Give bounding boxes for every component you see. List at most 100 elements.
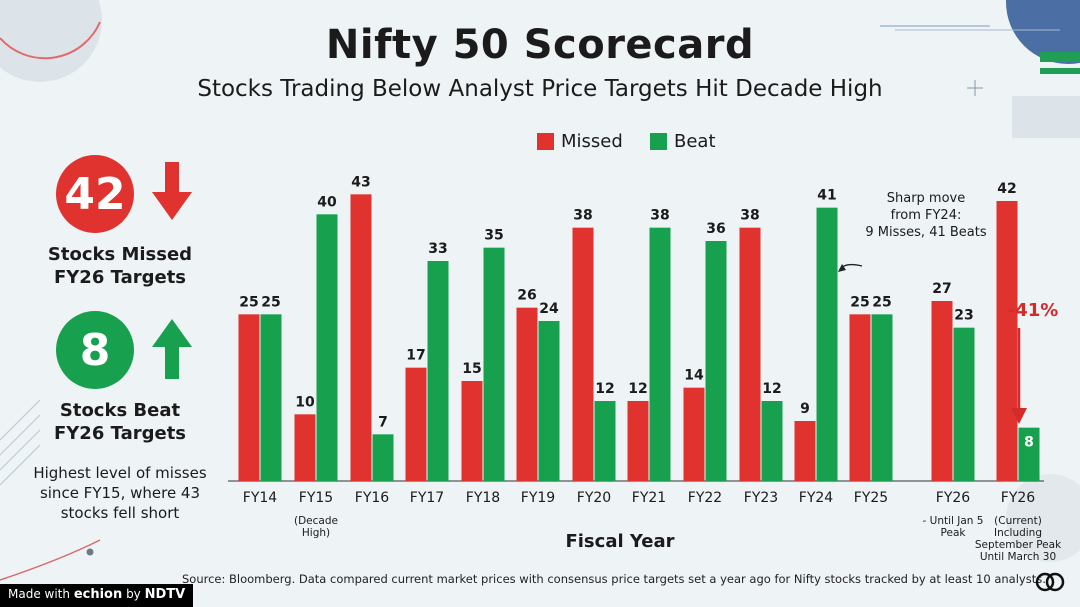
kpi-beat-label-1: Stocks Beat xyxy=(59,400,181,421)
deco-stripe-green-2 xyxy=(1040,68,1080,74)
kpi-beat-label-2: FY26 Targets xyxy=(53,423,187,444)
x-tick-label: FY15 xyxy=(299,490,333,506)
publisher-name: NDTV xyxy=(144,587,186,602)
bar-beat-fy20 xyxy=(594,401,616,481)
data-label-missed-fy23: 38 xyxy=(740,208,759,224)
data-label-missed-fy22: 14 xyxy=(684,368,704,384)
deco-circle-br xyxy=(1006,474,1080,562)
made-with-badge: Made with echion by NDTV xyxy=(0,584,194,607)
bar-missed-fy19 xyxy=(516,307,538,481)
bar-beat-fy18 xyxy=(483,247,505,481)
x-tick-label: FY22 xyxy=(688,490,722,506)
bar-missed-fy17 xyxy=(405,367,427,481)
x-tick-label: FY14 xyxy=(243,490,278,506)
bar-missed-fy26-until-jan-5-peak xyxy=(931,301,953,481)
data-label-beat-fy18: 35 xyxy=(484,228,503,244)
change-arrow-head xyxy=(1011,408,1027,424)
deco-stripe-green xyxy=(1040,52,1080,62)
bar-beat-fy17 xyxy=(427,261,449,481)
data-label-beat-fy22: 36 xyxy=(706,221,725,237)
deco-circle-blue xyxy=(1006,0,1080,64)
bar-beat-fy26-current-including-september-peak-until-march-30 xyxy=(1018,427,1040,481)
x-tick-label-sub: (Decade xyxy=(294,515,338,527)
legend-label-beat: Beat xyxy=(674,131,716,152)
bar-beat-fy24 xyxy=(816,207,838,481)
kpi-beat-label: Stocks Beat FY26 Targets xyxy=(20,399,220,445)
x-tick-label-sub: September Peak xyxy=(975,539,1062,551)
x-tick-label: FY23 xyxy=(744,490,778,506)
x-axis-title: Fiscal Year xyxy=(565,531,675,552)
x-tick-label: FY24 xyxy=(799,490,834,506)
data-label-missed-fy24: 9 xyxy=(800,401,810,417)
bar-missed-fy22 xyxy=(683,387,705,481)
bar-missed-fy18 xyxy=(461,381,483,481)
data-label-beat-fy21: 38 xyxy=(650,208,669,224)
data-label-missed-fy15-decade-high: 10 xyxy=(295,394,315,410)
x-tick-label: FY26 xyxy=(936,490,971,506)
annotation-text: Sharp move from FY24: 9 Misses, 41 Beats xyxy=(856,190,996,241)
page-subtitle: Stocks Trading Below Analyst Price Targe… xyxy=(197,76,883,102)
kpi-missed-circle: 42 xyxy=(56,155,134,233)
source-note: Source: Bloomberg. Data compared current… xyxy=(182,572,1046,586)
bar-beat-fy15-decade-high xyxy=(316,214,338,482)
data-label-missed-fy19: 26 xyxy=(517,288,536,304)
x-tick-label: FY19 xyxy=(521,490,555,506)
kpi-beat-circle: 8 xyxy=(56,311,134,389)
bar-missed-fy15-decade-high xyxy=(294,414,316,481)
brand-by: by xyxy=(126,587,141,601)
bar-missed-fy26-current-including-september-peak-until-march-30 xyxy=(996,201,1018,481)
legend-label-missed: Missed xyxy=(561,131,623,152)
kpi-beat-value: 8 xyxy=(79,324,111,376)
x-tick-label-sub: - Until Jan 5 xyxy=(923,515,984,527)
data-label-beat-fy23: 12 xyxy=(762,381,781,397)
x-tick-label: FY17 xyxy=(410,490,444,506)
bar-beat-fy21 xyxy=(649,227,671,481)
data-label-missed-fy26-until-jan-5-peak: 27 xyxy=(932,281,951,297)
deco-curve xyxy=(0,539,101,581)
arrow-down-icon xyxy=(152,162,192,220)
kpi-missed-value: 42 xyxy=(64,168,126,220)
x-tick-label-sub: High) xyxy=(302,527,330,539)
x-tick-label-sub: Including xyxy=(994,527,1042,539)
data-label-beat-fy26-current-including-september-peak-until-march-30: 8 xyxy=(1024,435,1034,451)
kpi-missed-label-1: Stocks Missed xyxy=(47,244,193,265)
data-label-missed-fy20: 38 xyxy=(573,208,592,224)
deco-dot xyxy=(86,548,94,556)
kpi-missed-label-2: FY26 Targets xyxy=(53,267,187,288)
bar-missed-fy16 xyxy=(350,194,372,482)
data-label-beat-fy16: 7 xyxy=(378,414,388,430)
data-label-beat-fy20: 12 xyxy=(595,381,614,397)
change-percentage: -41% xyxy=(1007,300,1059,321)
data-label-beat-fy15-decade-high: 40 xyxy=(317,194,337,210)
data-label-beat-fy26-until-jan-5-peak: 23 xyxy=(954,308,973,324)
x-tick-label-sub: Until March 30 xyxy=(980,551,1056,563)
x-tick-label: FY21 xyxy=(632,490,666,506)
data-label-beat-fy14: 25 xyxy=(261,294,280,310)
data-label-missed-fy21: 12 xyxy=(628,381,647,397)
legend-missed: Missed xyxy=(537,131,623,152)
x-tick-label: FY25 xyxy=(854,490,888,506)
bar-missed-fy25 xyxy=(849,314,871,481)
bar-beat-fy19 xyxy=(538,321,560,481)
data-label-beat-fy19: 24 xyxy=(539,301,559,317)
data-label-missed-fy26-current-including-september-peak-until-march-30: 42 xyxy=(997,181,1016,197)
data-label-missed-fy25: 25 xyxy=(850,294,869,310)
annotation-arrow-head xyxy=(838,264,846,272)
data-label-beat-fy25: 25 xyxy=(872,294,891,310)
bar-missed-fy24 xyxy=(794,421,816,481)
arrow-up-icon xyxy=(152,319,192,379)
annotation-line-1: Sharp move xyxy=(886,191,966,206)
made-with-text: Made with xyxy=(8,587,70,601)
x-tick-label: FY18 xyxy=(466,490,500,506)
bar-beat-fy23 xyxy=(761,401,783,481)
x-tick-label-sub: (Current) xyxy=(994,515,1042,527)
x-tick-label-sub: Peak xyxy=(941,527,967,539)
kpi-missed-label: Stocks Missed FY26 Targets xyxy=(20,243,220,289)
data-label-missed-fy17: 17 xyxy=(406,348,425,364)
legend-swatch-missed xyxy=(537,133,554,150)
data-label-missed-fy16: 43 xyxy=(351,174,370,190)
deco-arc xyxy=(0,21,101,60)
